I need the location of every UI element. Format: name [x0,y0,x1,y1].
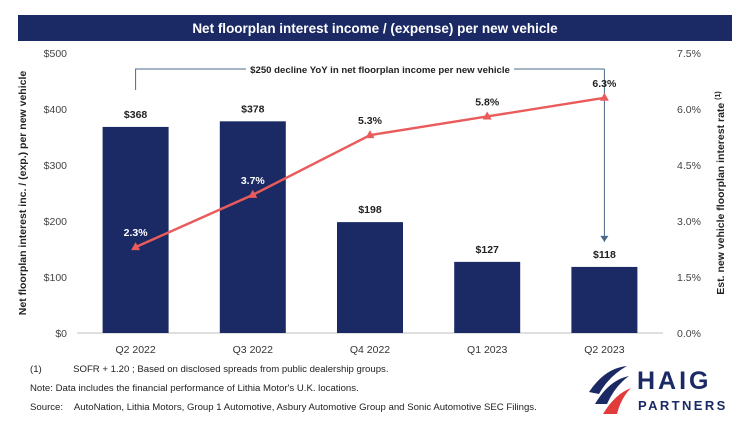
haig-logo-mark [589,366,631,414]
footnote-source: Source: AutoNation, Lithia Motors, Group… [30,402,537,413]
interest-rate-marker-q2-2023 [599,92,609,101]
bar-value-label: $378 [241,103,265,115]
y-right-tick-label: 6.0% [677,104,701,116]
interest-rate-marker-q2-2022 [131,242,141,251]
footnote-1-text: SOFR + 1.20 ; Based on disclosed spreads… [73,364,389,375]
x-tick-label: Q2 2022 [115,344,155,356]
annotation-background [246,61,514,77]
interest-rate-marker-q1-2023 [482,111,492,120]
interest-rate-marker-q3-2022 [248,189,258,198]
interest-rate-label: 5.3% [358,115,383,127]
y-left-tick-label: $0 [55,328,67,340]
y-right-axis-title-text: Est. new vehicle floorplan interest rate [715,100,727,295]
y-right-tick-label: 1.5% [677,272,701,284]
x-tick-label: Q3 2022 [233,344,273,356]
y-right-axis-title-superscript: (1) [715,91,722,100]
chart-title: Net floorplan interest income / (expense… [192,20,558,36]
bar-value-label: $127 [476,244,500,256]
footnote-note: Note: Data includes the financial perfor… [30,383,359,394]
y-right-tick-label: 0.0% [677,328,701,340]
y-left-tick-label: $500 [44,48,68,60]
interest-rate-label: 2.3% [124,227,149,239]
bar-value-label: $118 [593,249,616,261]
y-right-axis-title: Est. new vehicle floorplan interest rate… [715,91,727,294]
y-left-tick-label: $100 [44,272,68,284]
y-left-axis-title: Net floorplan interest inc. / (exp.) per… [17,71,29,316]
logo-word-top: HAIG [637,367,712,395]
y-right-tick-label: 7.5% [677,48,701,60]
source-label: Source: [30,402,64,413]
chart-title-bar: Net floorplan interest income / (expense… [18,15,732,41]
y-left-tick-label: $200 [44,216,68,228]
interest-rate-label: 6.3% [592,78,617,90]
interest-rate-label: 5.8% [475,96,500,108]
interest-rate-label: 3.7% [241,175,266,187]
bar-q1-2023 [454,261,521,333]
bar-value-label: $368 [124,109,148,121]
bar-q2-2022 [102,126,169,333]
x-tick-label: Q4 2022 [350,344,390,356]
source-text: AutoNation, Lithia Motors, Group 1 Autom… [73,402,537,413]
x-tick-label: Q2 2023 [584,344,624,356]
bar-q3-2022 [219,121,286,333]
annotation-arrowhead [600,235,609,242]
bar-q2-2023 [571,266,638,333]
y-left-tick-label: $400 [44,104,68,116]
annotation-text: $250 decline YoY in net floorplan income… [250,65,510,76]
interest-rate-marker-q4-2022 [365,130,375,139]
logo-word-bottom: PARTNERS [638,398,728,413]
y-left-tick-label: $300 [44,160,68,172]
y-right-tick-label: 3.0% [677,216,701,228]
x-tick-label: Q1 2023 [467,344,507,356]
footnote-1: (1) SOFR + 1.20 ; Based on disclosed spr… [30,364,389,375]
haig-partners-logo: HAIG PARTNERS [589,366,728,414]
bar-value-label: $198 [358,204,382,216]
y-right-tick-label: 4.5% [677,160,701,172]
bar-q4-2022 [337,222,403,333]
footnote-1-marker: (1) [30,364,42,375]
